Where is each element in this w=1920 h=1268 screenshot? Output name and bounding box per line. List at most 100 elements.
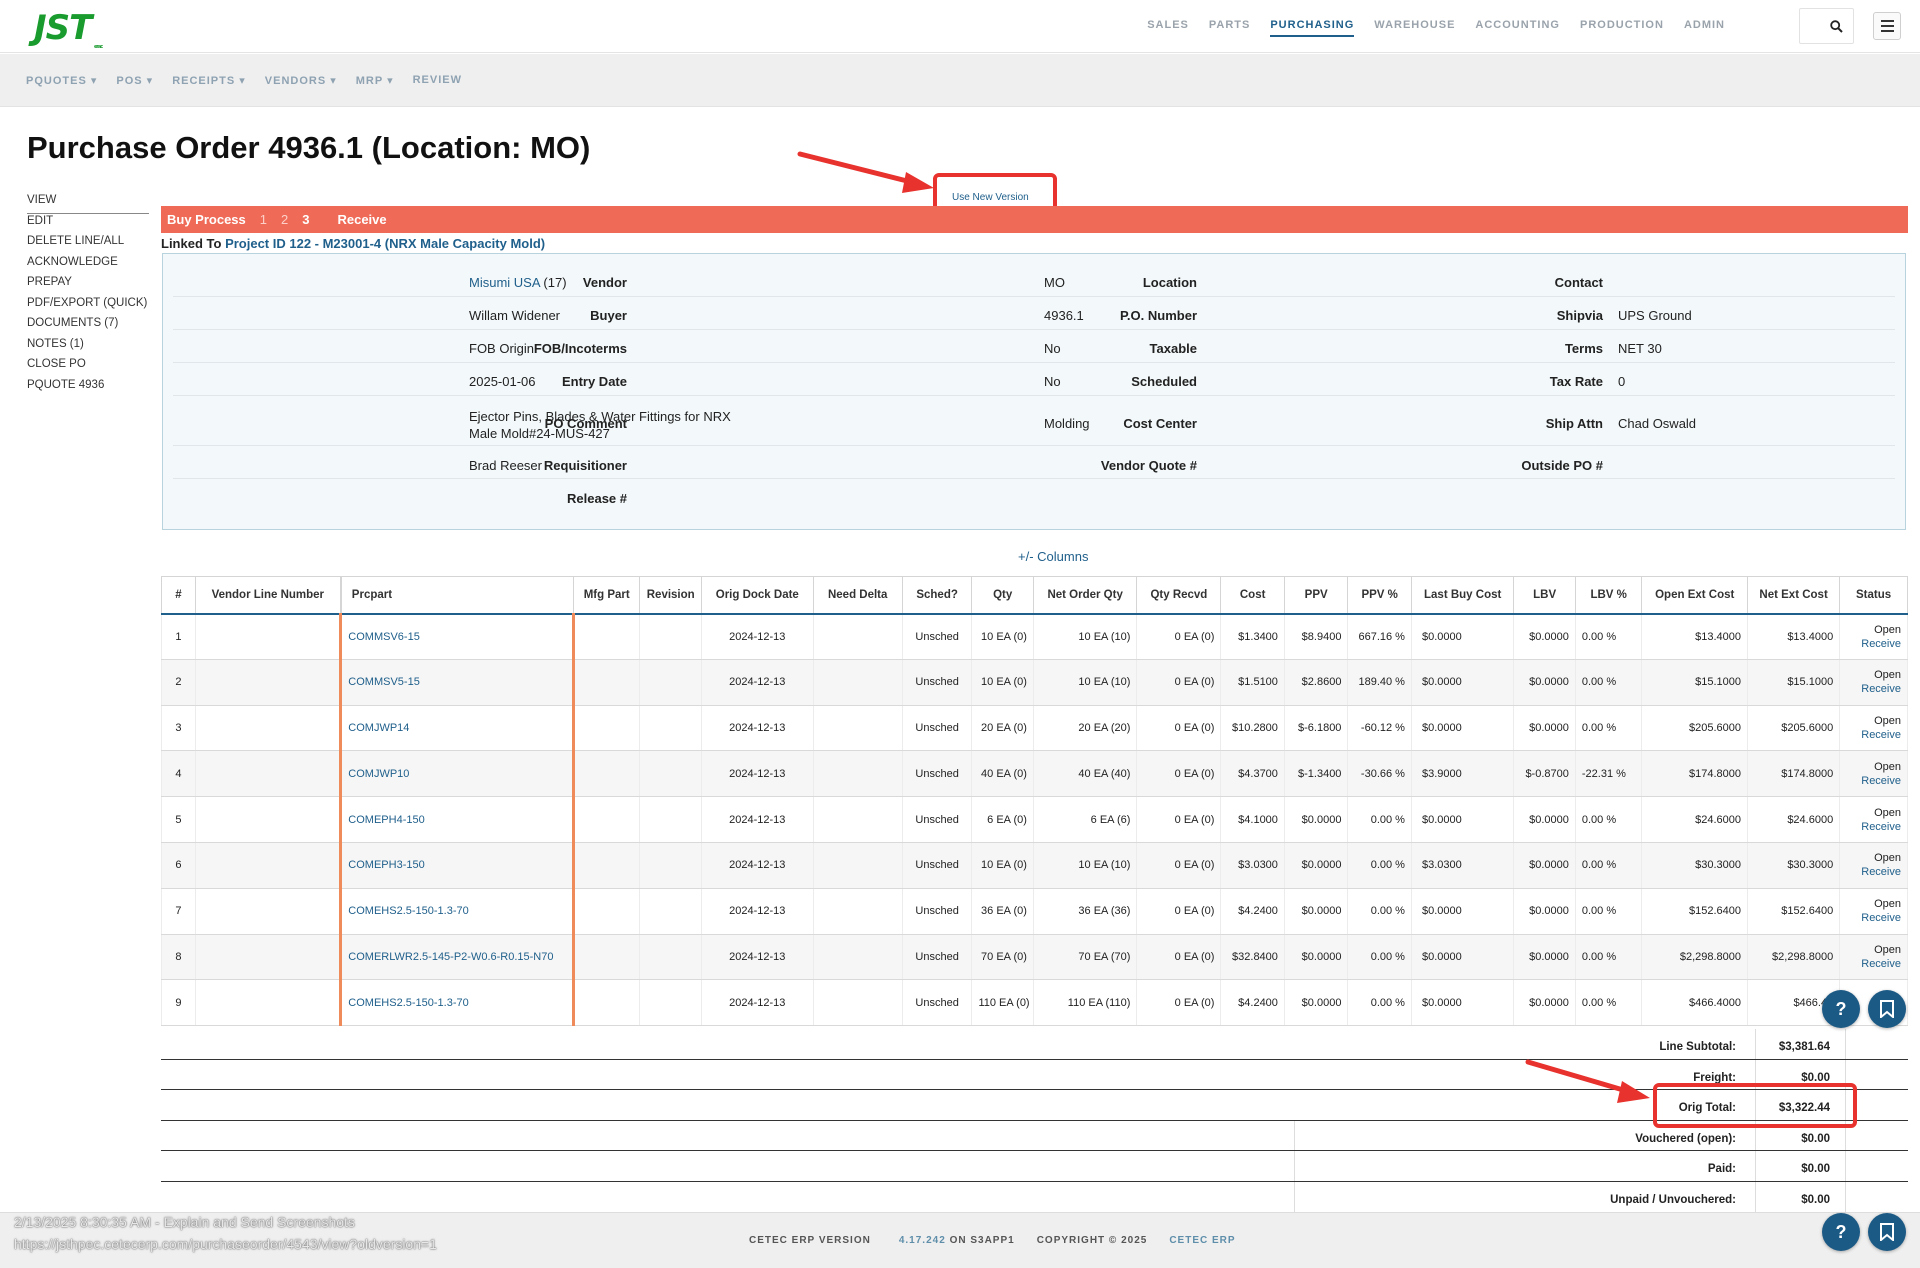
col-header-qty[interactable]: Qty [971,576,1034,615]
part-link[interactable]: COMJWP10 [348,767,410,780]
cell-empty [639,796,702,843]
search-button[interactable] [1799,8,1854,44]
side-menu-edit[interactable]: EDIT [27,214,54,227]
col-header-prcpart[interactable]: Prcpart [339,576,574,615]
col-header-lbv[interactable]: LBV [1513,576,1576,615]
jst-logo[interactable]: JST erac [34,8,103,50]
part-link[interactable]: COMEPH4-150 [348,813,425,826]
subnav-mrp[interactable]: MRP ▾ [355,75,394,87]
receive-link[interactable]: Receive [1861,820,1901,833]
side-menu-pquote-4936[interactable]: PQUOTE 4936 [27,378,105,391]
side-menu-acknowledge[interactable]: ACKNOWLEDGE [27,255,118,268]
topnav-purchasing[interactable]: PURCHASING [1270,19,1355,37]
buy-step-1[interactable]: 1 [259,212,267,227]
col-header-last-buy-cost[interactable]: Last Buy Cost [1410,576,1515,615]
help-button-footer[interactable]: ? [1822,1213,1860,1251]
col-header-net-ext-cost[interactable]: Net Ext Cost [1746,576,1841,615]
side-menu-pdf-export-quick[interactable]: PDF/EXPORT (QUICK) [27,296,148,309]
side-menu-prepay[interactable]: PREPAY [27,276,72,288]
col-header-lbv[interactable]: LBV % [1574,576,1643,615]
side-menu-view[interactable]: VIEW [27,193,149,214]
col-header-qty-recvd[interactable]: Qty Recvd [1136,576,1222,615]
subnav-pquotes[interactable]: PQUOTES ▾ [26,75,98,87]
subnav-vendors[interactable]: VENDORS ▾ [264,75,337,87]
shipvia-value: UPS Ground [1618,308,1692,323]
col-header-vendor-line-number[interactable]: Vendor Line Number [194,576,342,615]
receive-link[interactable]: Receive [1861,683,1901,696]
status-text: Open [1874,852,1901,865]
side-menu-close-po[interactable]: CLOSE PO [27,358,86,370]
cell-empty [194,979,342,1027]
bookmark-button[interactable] [1868,990,1906,1028]
columns-toggle-link[interactable]: +/- Columns [1018,549,1089,564]
subnav-review[interactable]: REVIEW [412,74,462,86]
topnav-sales[interactable]: SALES [1147,19,1189,31]
vendor-value: Misumi USA (17) [469,275,567,290]
col-header-need-delta[interactable]: Need Delta [812,576,903,615]
bookmark-button-footer[interactable] [1868,1213,1906,1251]
col-header-revision[interactable]: Revision [639,576,702,615]
linked-project-link[interactable]: Project ID 122 - M23001-4 (NRX Male Capa… [225,236,546,251]
requisitioner-label: Requisitioner [543,458,627,473]
footer-brand-link[interactable]: CETEC ERP [1169,1235,1236,1246]
col-header-mfg-part[interactable]: Mfg Part [572,576,641,615]
col-header-[interactable]: # [161,576,196,615]
table-row: 5 COMEPH4-150 2024-12-13 Unsched 6 EA (0) 6 E… [161,796,1908,843]
cell-lbv: $0.0000 [1513,796,1576,843]
receive-link[interactable]: Receive [1861,866,1901,879]
topnav-parts[interactable]: PARTS [1208,19,1251,31]
receive-link[interactable]: Receive [1861,637,1901,650]
part-link[interactable]: COMEHS2.5-150-1.3-70 [348,905,469,918]
col-header-open-ext-cost[interactable]: Open Ext Cost [1641,576,1748,615]
table-header-row: # Vendor Line Number Prcpart Mfg Part Revisi… [161,576,1908,615]
table-row: 7 COMEHS2.5-150-1.3-70 2024-12-13 Unsched 36… [161,888,1908,935]
topnav-production[interactable]: PRODUCTION [1579,19,1664,31]
topnav-admin[interactable]: ADMIN [1683,19,1725,31]
part-link[interactable]: COMJWP14 [348,721,410,734]
part-link[interactable]: COMEHS2.5-150-1.3-70 [348,996,469,1009]
side-menu-notes-1[interactable]: NOTES (1) [27,337,84,350]
cell-recvd: 0 EA (0) [1136,796,1222,843]
cell-netext: $205.6000 [1746,705,1841,752]
vendor-link[interactable]: Misumi USA [469,275,540,290]
cell-ppvp: 189.40 % [1347,659,1412,706]
subnav-receipts[interactable]: RECEIPTS ▾ [172,75,246,87]
col-header-ppv[interactable]: PPV [1283,576,1349,615]
cell-ppv: $-1.3400 [1283,750,1349,798]
cell-sched: Unsched [901,934,973,981]
subnav-pos[interactable]: POS ▾ [116,75,154,87]
total-value: $0.00 [1801,1132,1830,1145]
receive-link[interactable]: Receive [1861,774,1901,787]
side-menu: VIEW EDIT DELETE LINE/ALL ACKNOWLEDGE PREPAY… [27,193,149,398]
col-header-ppv[interactable]: PPV % [1347,576,1412,615]
col-header-net-order-qty[interactable]: Net Order Qty [1032,576,1138,615]
topnav-accounting[interactable]: ACCOUNTING [1475,19,1560,31]
cell-net: 36 EA (36) [1032,888,1138,935]
col-header-sched[interactable]: Sched? [901,576,973,615]
receive-link[interactable]: Receive [1861,912,1901,925]
part-link[interactable]: COMERLWR2.5-145-P2-W0.6-R0.15-N70 [348,950,554,963]
side-menu-delete-line-all[interactable]: DELETE LINE/ALL [27,235,125,247]
part-link[interactable]: COMMSV5-15 [348,676,420,689]
total-label: Line Subtotal: [1659,1041,1736,1053]
topnav-warehouse[interactable]: WAREHOUSE [1374,19,1456,31]
col-header-status[interactable]: Status [1839,576,1908,615]
cell-ppvp: 0.00 % [1347,934,1412,981]
use-new-version-link[interactable]: Use New Version [952,192,1029,203]
col-header-cost[interactable]: Cost [1220,576,1285,615]
receive-link[interactable]: Receive [1861,728,1901,741]
buy-step-3[interactable]: 3 [302,212,310,227]
footer-version[interactable]: 4.17.242 [898,1235,946,1246]
hamburger-menu-icon[interactable] [1873,12,1901,40]
scheduled-value: No [1044,374,1061,389]
side-menu-documents-7[interactable]: DOCUMENTS (7) [27,317,119,329]
cell-n: 4 [161,750,196,798]
total-row-vouchered-open: Vouchered (open): $0.00 [161,1120,1908,1152]
receive-link[interactable]: Receive [1861,957,1901,970]
buy-step-2[interactable]: 2 [281,212,289,227]
col-header-orig-dock-date[interactable]: Orig Dock Date [700,576,814,615]
part-link[interactable]: COMEPH3-150 [348,859,425,872]
help-button[interactable]: ? [1822,990,1860,1028]
buy-receive-step[interactable]: Receive [337,212,387,227]
part-link[interactable]: COMMSV6-15 [348,630,420,643]
